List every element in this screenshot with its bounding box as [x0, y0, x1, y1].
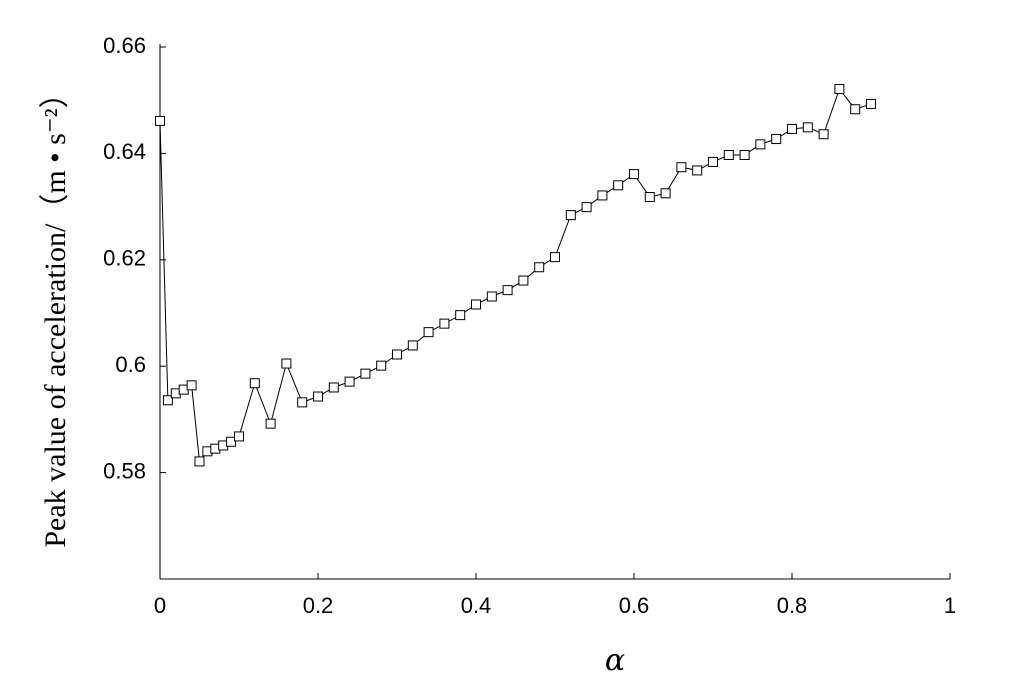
marker: [313, 391, 323, 402]
y-tick-label: 0.6: [115, 352, 146, 377]
marker: [186, 380, 197, 391]
marker: [834, 84, 845, 95]
marker: [376, 360, 387, 371]
x-tick-label: 1: [944, 593, 956, 618]
marker: [162, 395, 173, 406]
marker: [281, 358, 292, 369]
marker: [502, 285, 513, 296]
marker: [818, 129, 829, 140]
marker: [423, 327, 434, 338]
marker: [265, 418, 276, 429]
marker: [629, 169, 639, 180]
marker: [407, 340, 418, 351]
marker: [155, 115, 165, 126]
marker: [486, 291, 497, 302]
marker: [439, 318, 450, 329]
y-tick-label: 0.64: [103, 139, 146, 164]
y-tick-label: 0.62: [103, 246, 146, 271]
y-tick-label: 0.58: [103, 458, 146, 483]
marker: [850, 104, 861, 115]
x-tick-label: 0: [154, 593, 166, 618]
marker: [644, 192, 655, 203]
marker: [249, 378, 260, 389]
marker: [755, 139, 766, 150]
marker: [455, 310, 466, 321]
x-tick-label: 0.2: [303, 593, 334, 618]
marker: [360, 368, 371, 379]
y-tick-label: 0.66: [103, 33, 146, 58]
x-tick-label: 0.4: [461, 593, 492, 618]
marker: [297, 397, 308, 408]
marker: [739, 149, 750, 160]
marker: [692, 165, 703, 176]
marker: [328, 382, 339, 393]
marker: [802, 122, 813, 133]
marker: [226, 436, 237, 447]
marker: [866, 98, 876, 109]
marker: [565, 210, 576, 221]
marker: [597, 190, 608, 201]
marker: [723, 149, 734, 160]
marker: [708, 156, 718, 167]
marker: [344, 376, 355, 387]
marker: [676, 162, 687, 173]
marker: [471, 299, 481, 310]
marker: [534, 262, 545, 273]
marker: [194, 456, 205, 467]
marker: [660, 188, 671, 199]
x-axis-label: α: [605, 643, 625, 678]
marker: [234, 431, 244, 442]
marker: [392, 349, 402, 360]
marker: [613, 180, 624, 191]
marker: [771, 134, 782, 145]
marker: [581, 202, 592, 213]
marker: [550, 252, 560, 263]
marker: [518, 275, 529, 286]
x-tick-label: 0.6: [619, 593, 650, 618]
y-axis-label: Peak value of acceleration/（m • s⁻²）: [39, 78, 72, 547]
x-tick-label: 0.8: [777, 593, 808, 618]
marker: [787, 123, 797, 134]
